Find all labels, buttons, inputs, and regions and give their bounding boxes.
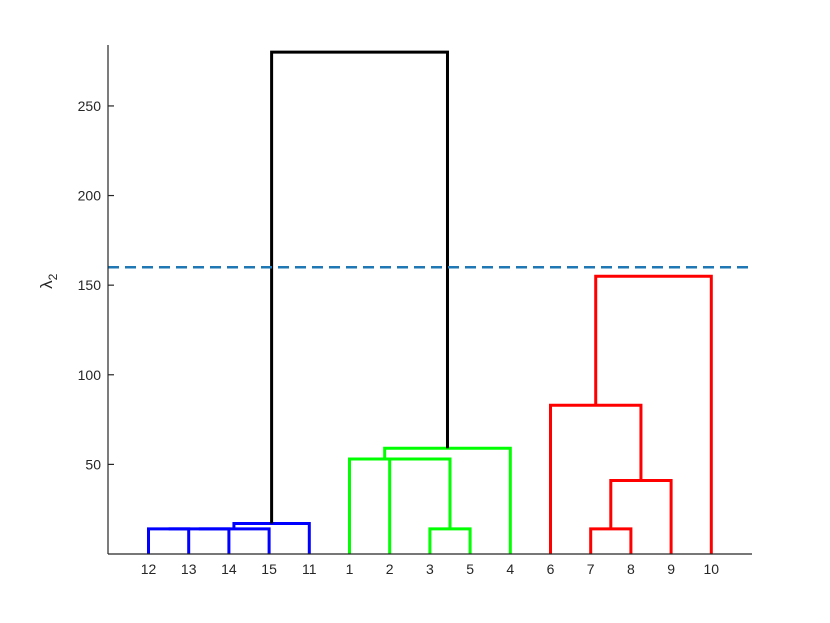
x-tick-label: 12 [141,561,157,577]
dendrogram-link [609,479,673,554]
dendrogram-link [147,527,191,554]
y-ticks: 50 100 150 200 250 [78,98,114,472]
x-tick-label: 14 [221,561,237,577]
dendrogram-link [549,403,643,554]
x-tick-label: 3 [426,561,434,577]
dendrogram-links [147,50,713,554]
y-axis-label-main: λ [37,280,56,289]
dendrogram-link [388,457,452,554]
y-tick-label: 200 [78,188,102,204]
x-tick-label: 13 [181,561,197,577]
x-tick-label: 4 [506,561,514,577]
x-tick-label: 9 [667,561,675,577]
y-tick-label: 50 [85,456,101,472]
dendrogram-link [198,527,271,554]
x-tick-label: 15 [261,561,277,577]
x-tick-label: 10 [704,561,720,577]
x-tick-label: 2 [386,561,394,577]
x-tick-label: 11 [302,561,317,577]
dendrogram-link [348,457,420,554]
x-tick-label: 8 [627,561,635,577]
y-tick-label: 100 [78,367,102,383]
x-tick-label: 6 [547,561,555,577]
dendrogram-link [270,50,449,524]
x-tick-labels: 12 13 14 15 11 1 2 3 5 4 6 7 8 9 10 [141,561,720,577]
dendrogram-link [589,527,633,554]
x-tick-label: 7 [587,561,595,577]
dendrogram-link [168,527,231,554]
y-tick-label: 250 [78,98,102,114]
dendrogram-link [232,522,311,554]
x-tick-label: 5 [466,561,474,577]
dendrogram-link [594,274,713,554]
y-tick-label: 150 [78,277,102,293]
dendrogram-link [383,446,512,554]
dendrogram-link [428,527,472,554]
y-axis-label: λ2 [37,273,60,289]
x-tick-label: 1 [346,561,354,577]
y-axis-label-subscript: 2 [46,273,60,280]
